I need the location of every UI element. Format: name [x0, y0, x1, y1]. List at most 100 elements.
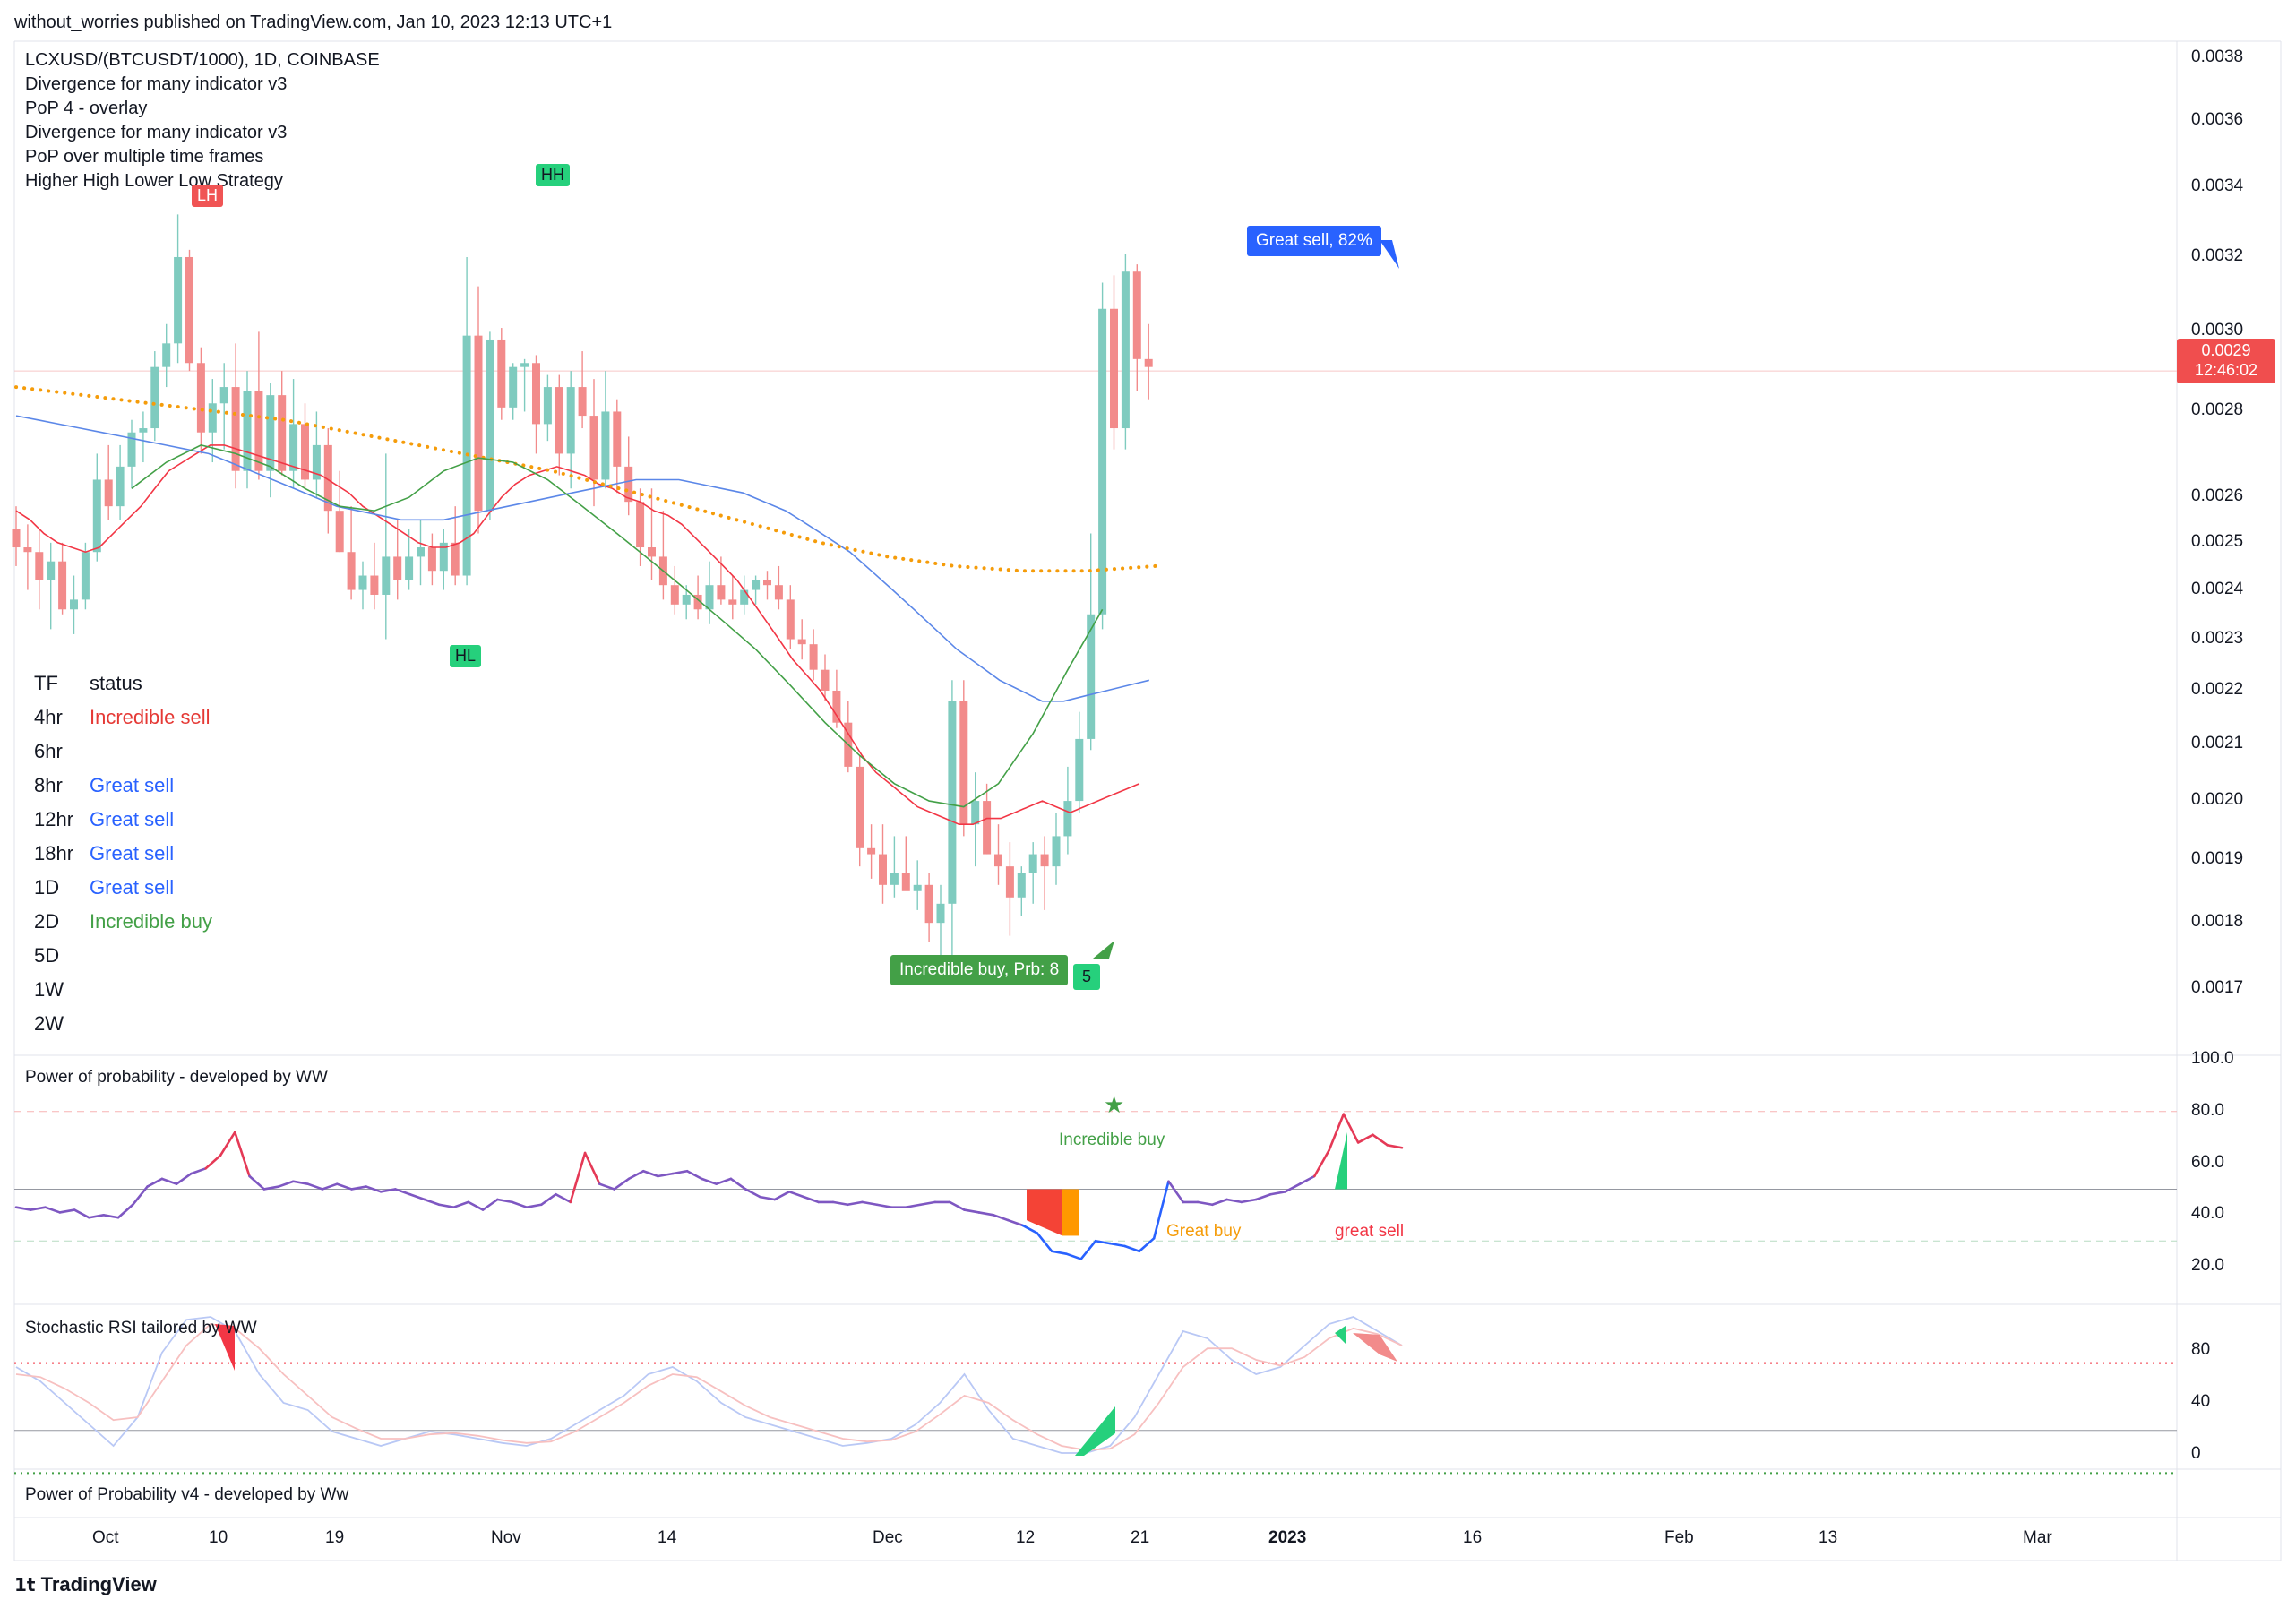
- status-value: Incredible buy: [90, 910, 212, 933]
- candle-body: [786, 599, 795, 640]
- pop-line-segment: [277, 1180, 295, 1188]
- pop-line-segment: [948, 1200, 966, 1211]
- last-price-value: 0.0029: [2201, 341, 2251, 359]
- pop-line-segment: [379, 1188, 397, 1193]
- candle-body: [1121, 271, 1130, 429]
- time-tick: Oct: [92, 1528, 119, 1547]
- indicator-legend-5[interactable]: Higher High Lower Low Strategy: [25, 171, 283, 191]
- stoch-d-line: [15, 1323, 1403, 1451]
- candle-body: [555, 387, 563, 454]
- price-tick: 0.0019: [2191, 849, 2244, 869]
- status-header-tf: TF: [34, 672, 58, 694]
- candle-body: [648, 547, 656, 557]
- last-price-countdown: 12:46:02: [2194, 361, 2258, 379]
- pop-line-segment: [73, 1208, 90, 1219]
- tradingview-logo[interactable]: 𝟭𝘁 TradingView: [14, 1573, 157, 1596]
- pop-line-segment: [481, 1198, 499, 1211]
- pop-panel-title[interactable]: Power of probability - developed by WW: [25, 1068, 328, 1087]
- pop-line-segment: [583, 1151, 601, 1185]
- pop-line-segment: [204, 1154, 222, 1170]
- candle-body: [162, 343, 171, 367]
- candle-body: [47, 561, 56, 580]
- pop-line-segment: [539, 1192, 557, 1207]
- candle-body: [832, 690, 841, 723]
- pop-line-segment: [875, 1203, 893, 1208]
- time-tick: 19: [325, 1528, 345, 1547]
- pop-line-segment: [1254, 1192, 1272, 1201]
- time-tick: Nov: [491, 1528, 521, 1547]
- candle-body: [913, 884, 922, 891]
- pop-line-segment: [1269, 1191, 1287, 1196]
- pop-sell-block: [1027, 1189, 1062, 1236]
- pop-line-segment: [846, 1200, 864, 1207]
- candle-body: [243, 391, 252, 471]
- time-tick: 14: [658, 1528, 677, 1547]
- price-tick: 0.0023: [2191, 628, 2244, 648]
- pop-line-segment: [685, 1169, 703, 1181]
- pop-line-segment: [627, 1169, 645, 1181]
- pop-line-segment: [160, 1177, 178, 1185]
- candle-body: [254, 391, 263, 471]
- pop-line-segment: [321, 1182, 339, 1191]
- symbol-legend[interactable]: LCXUSD/(BTCUSDT/1000), 1D, COINBASE: [25, 50, 380, 70]
- pop-line-segment: [773, 1191, 791, 1201]
- indicator-legend-1[interactable]: Divergence for many indicator v3: [25, 74, 288, 94]
- status-tf: 6hr: [34, 740, 63, 762]
- candle-body: [717, 585, 726, 600]
- indicator-legend-4[interactable]: PoP over multiple time frames: [25, 147, 264, 167]
- price-tick: 0.0032: [2191, 245, 2244, 265]
- pop-line-segment: [1196, 1200, 1214, 1207]
- candle-body: [427, 547, 436, 572]
- price-tick: 0.0026: [2191, 486, 2244, 506]
- swing-label-five: 5: [1073, 964, 1101, 990]
- status-row-1d: 1D Great sell: [34, 876, 174, 899]
- pop-line-segment: [1342, 1113, 1360, 1144]
- indicator-legend-3[interactable]: Divergence for many indicator v3: [25, 123, 288, 142]
- incredible-buy-pointer-icon: [1093, 941, 1114, 959]
- time-tick: Mar: [2023, 1528, 2052, 1547]
- price-tick: 0.0036: [2191, 109, 2244, 129]
- time-tick: 12: [1016, 1528, 1036, 1547]
- chart-frame: [13, 40, 2282, 1561]
- status-tf: 2D: [34, 910, 60, 933]
- stoch-panel-plot: [14, 1316, 2177, 1475]
- pop-line-segment: [1298, 1174, 1316, 1185]
- price-tick: 0.0020: [2191, 790, 2244, 810]
- pop4-panel-title[interactable]: Power of Probability v4 - developed by W…: [25, 1485, 349, 1504]
- pop-line-segment: [861, 1200, 879, 1207]
- candle-body: [1052, 836, 1061, 867]
- status-value: Great sell: [90, 876, 175, 899]
- candle-body: [1075, 738, 1084, 802]
- pop-line-segment: [58, 1208, 76, 1214]
- candle-body: [335, 511, 344, 553]
- pop-line-segment: [919, 1200, 937, 1207]
- pop-line-segment: [1050, 1250, 1068, 1255]
- stoch-panel-title[interactable]: Stochastic RSI tailored by WW: [25, 1319, 257, 1337]
- status-row-2d: 2D Incredible buy: [34, 910, 212, 933]
- swing-label-hl: HL: [450, 645, 482, 667]
- pop-line-segment: [1123, 1244, 1141, 1253]
- candle-body: [994, 854, 1002, 867]
- pop-tick: 60.0: [2191, 1152, 2224, 1172]
- candle-body: [104, 479, 113, 507]
- pop-line-segment: [1152, 1180, 1170, 1240]
- last-price-badge: 0.0029 12:46:02: [2177, 339, 2275, 383]
- candle-body: [983, 801, 992, 855]
- pop-line-segment: [1079, 1239, 1097, 1260]
- indicator-legend-2[interactable]: PoP 4 - overlay: [25, 99, 148, 118]
- status-tf: 1D: [34, 876, 60, 899]
- pop-line-segment: [715, 1177, 733, 1185]
- candle-body: [405, 556, 414, 580]
- pop-line-segment: [1109, 1242, 1126, 1248]
- pop-incredible-buy-text: Incredible buy: [1059, 1131, 1165, 1149]
- candle-body: [589, 416, 598, 480]
- candle-body: [393, 556, 402, 580]
- pop-line-segment: [1240, 1198, 1258, 1204]
- pop-line-segment: [1328, 1113, 1346, 1152]
- candle-body: [382, 556, 391, 595]
- publisher-line: without_worries published on TradingView…: [14, 13, 613, 32]
- candle-body: [497, 339, 506, 408]
- candle-body: [185, 256, 193, 364]
- pop-line-segment: [759, 1195, 777, 1201]
- pop-line-segment: [88, 1214, 106, 1219]
